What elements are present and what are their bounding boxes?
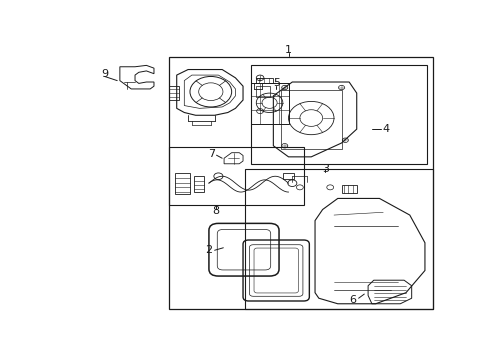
Bar bbox=[193, 176, 204, 192]
Bar bbox=[250, 66, 426, 164]
Bar bbox=[250, 84, 288, 123]
Bar bbox=[256, 78, 273, 84]
Bar bbox=[244, 169, 432, 309]
Text: 4: 4 bbox=[382, 123, 389, 134]
Text: 7: 7 bbox=[207, 149, 215, 159]
Text: 9: 9 bbox=[101, 69, 108, 79]
Bar bbox=[341, 185, 356, 193]
Bar bbox=[169, 147, 303, 205]
Text: 5: 5 bbox=[272, 78, 279, 89]
Text: 6: 6 bbox=[349, 294, 356, 305]
Bar bbox=[169, 86, 178, 100]
Bar bbox=[169, 57, 432, 309]
Text: 3: 3 bbox=[321, 164, 328, 174]
Text: 8: 8 bbox=[212, 207, 219, 216]
Bar bbox=[256, 86, 269, 97]
Bar bbox=[280, 90, 341, 149]
Text: 2: 2 bbox=[205, 245, 212, 255]
Bar bbox=[282, 174, 294, 179]
Bar bbox=[175, 174, 189, 194]
Text: 1: 1 bbox=[285, 45, 291, 55]
